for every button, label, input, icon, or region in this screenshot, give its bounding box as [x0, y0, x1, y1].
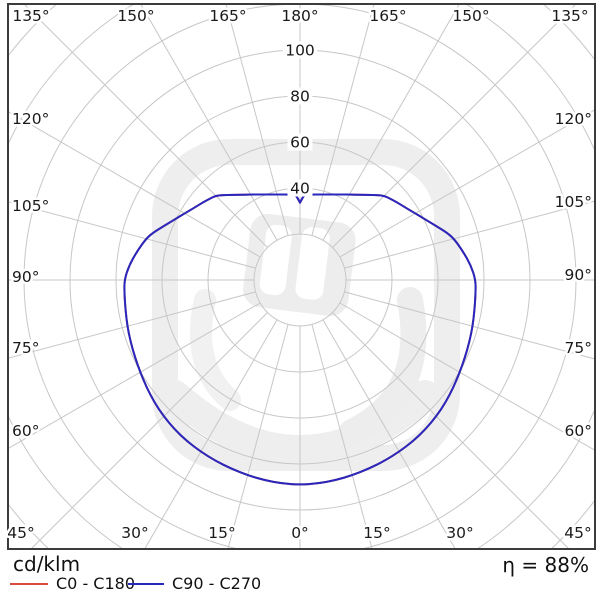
- angle-label: 150°: [452, 7, 489, 25]
- legend-label-c0-c180: C0 - C180: [56, 574, 136, 593]
- legend-label-c90-c270: C90 - C270: [172, 574, 262, 593]
- angle-label: 165°: [369, 7, 406, 25]
- legend-item-c90-c270: C90 - C270: [128, 574, 261, 593]
- svg-text:100: 100: [285, 42, 315, 60]
- angle-label: 45°: [564, 524, 591, 542]
- legend-item-c0-c180: C0 - C180: [10, 574, 135, 593]
- angle-label: 135°: [12, 7, 49, 25]
- curve-C90-C270: [123, 193, 477, 486]
- plot-border: [7, 3, 596, 550]
- angle-label: 30°: [121, 524, 148, 542]
- angle-label: 75°: [565, 339, 592, 357]
- radial-tick-labels: 40 60 80 100: [282, 41, 318, 198]
- unit-label: cd/klm: [13, 552, 81, 576]
- angle-label: 30°: [446, 524, 473, 542]
- angle-label: 120°: [555, 110, 592, 128]
- angle-label: 0°: [291, 524, 309, 542]
- watermark-logo: [152, 139, 460, 471]
- legend-line-c90-c270-icon: [128, 582, 164, 585]
- angle-label: 90°: [565, 266, 592, 284]
- angle-label: 150°: [117, 7, 154, 25]
- svg-text:60: 60: [290, 134, 310, 152]
- angle-label: 15°: [363, 524, 390, 542]
- angle-label: 60°: [12, 422, 39, 440]
- angle-label: 105°: [555, 193, 592, 211]
- angle-label: 165°: [209, 7, 246, 25]
- angle-label: 180°: [281, 7, 318, 25]
- angle-label: 15°: [208, 524, 235, 542]
- angle-label: 105°: [12, 197, 49, 215]
- svg-text:40: 40: [290, 180, 310, 198]
- angle-label: 75°: [12, 339, 39, 357]
- angle-label: 135°: [551, 7, 588, 25]
- svg-text:80: 80: [290, 88, 310, 106]
- legend-line-c0-c180-icon: [10, 582, 48, 585]
- angle-label: 60°: [565, 422, 592, 440]
- angle-label: 90°: [12, 268, 39, 286]
- angle-label: 120°: [12, 110, 49, 128]
- angle-labels: 135° 150° 165° 180° 165° 150° 135° 45° 30° 15° 0° 1…: [5, 5, 595, 545]
- angle-label: 45°: [7, 524, 34, 542]
- efficiency-label: η = 88%: [502, 553, 589, 577]
- intensity-curves: [123, 193, 477, 486]
